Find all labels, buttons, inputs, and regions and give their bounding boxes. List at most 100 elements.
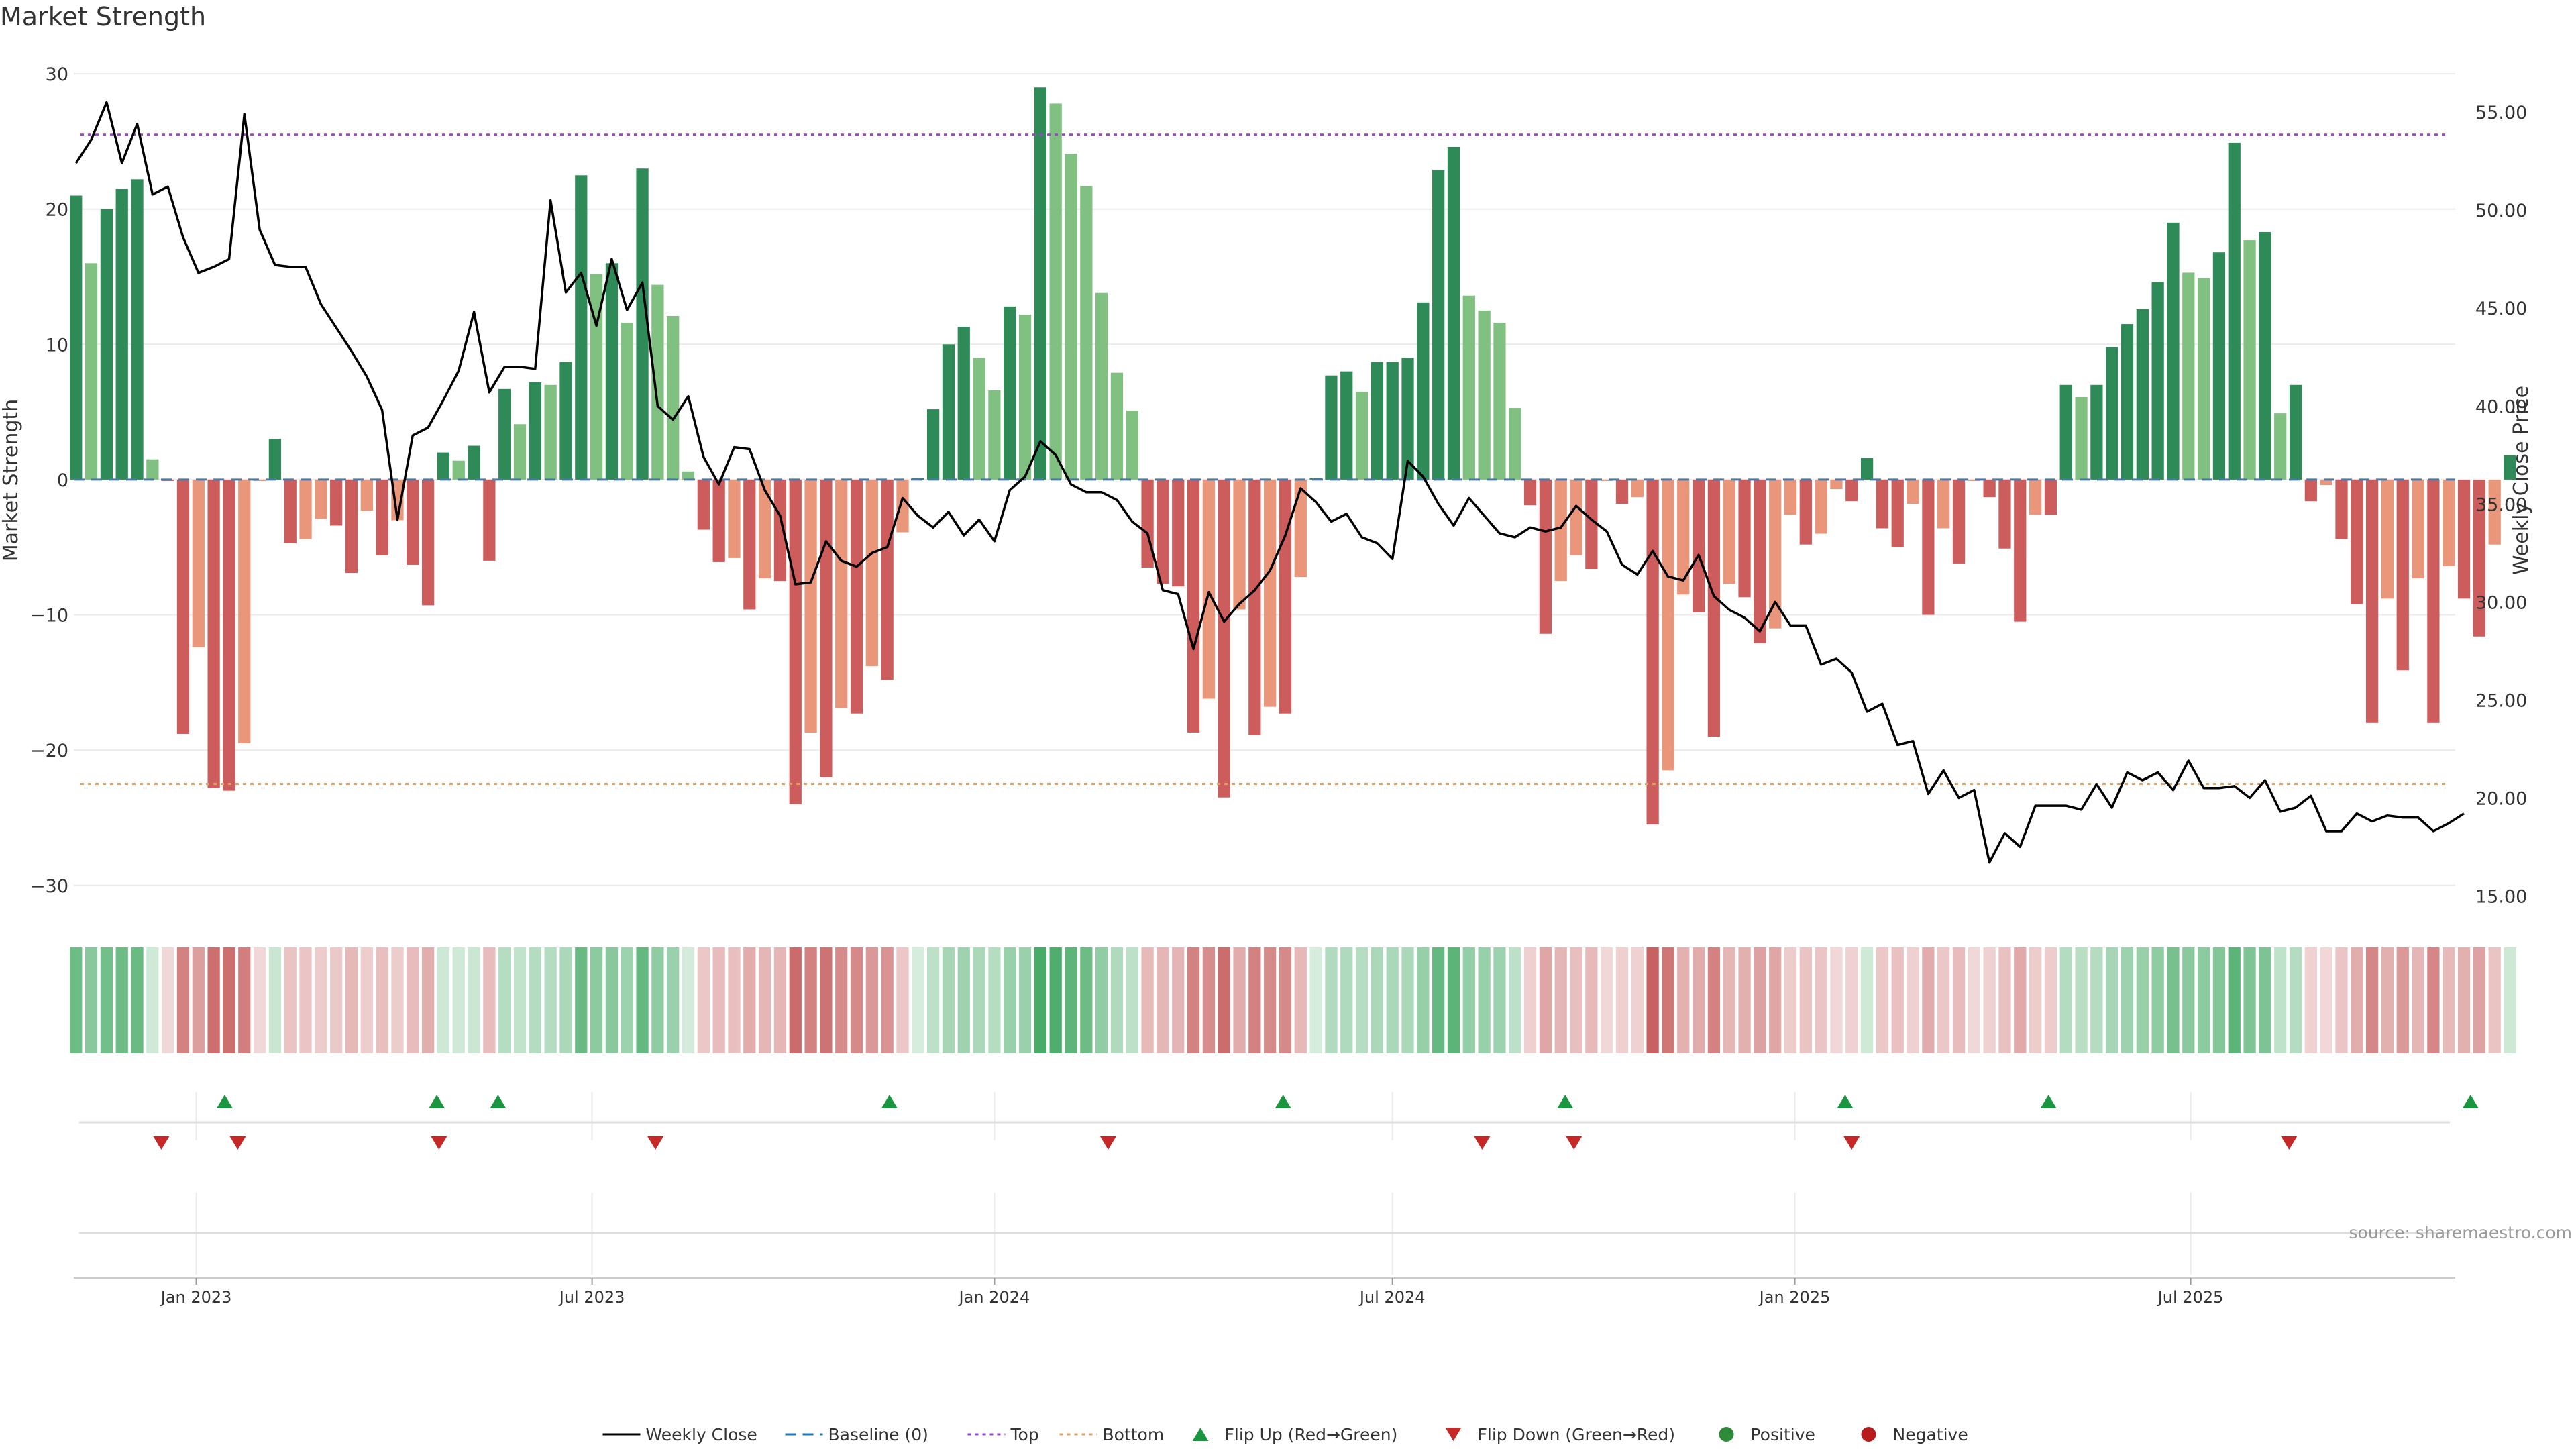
- strip-cell: [682, 947, 695, 1053]
- flip-down-marker: [153, 1136, 170, 1150]
- y2-tick-label: 15.00: [2475, 886, 2527, 907]
- strip-cell: [2381, 947, 2394, 1053]
- strip-cell: [70, 947, 83, 1053]
- strip-cell: [1876, 947, 1889, 1053]
- legend-symbol: [1445, 1428, 1462, 1441]
- strip-cell: [1294, 947, 1307, 1053]
- strength-bar: [1110, 372, 1124, 480]
- strip-cell: [1264, 947, 1277, 1053]
- strip-cell: [452, 947, 465, 1053]
- strength-bar: [559, 362, 572, 480]
- strength-bar: [2259, 231, 2271, 480]
- y-tick-label: 10: [46, 335, 68, 356]
- strip-cell: [1646, 947, 1659, 1053]
- strip-cell: [973, 947, 985, 1053]
- strip-cell: [820, 947, 833, 1053]
- strength-bar: [1218, 479, 1230, 798]
- strip-cell: [896, 947, 909, 1053]
- strip-cell: [1049, 947, 1062, 1053]
- strength-bar: [804, 479, 817, 733]
- strength-bar: [2289, 384, 2302, 480]
- strip-cell: [1004, 947, 1016, 1053]
- strength-bar: [1509, 408, 1521, 480]
- x-tick-label: Jul 2024: [1358, 1288, 1426, 1307]
- strip-cell: [605, 947, 619, 1053]
- strip-cell: [1065, 947, 1077, 1053]
- strip-cell: [1279, 947, 1292, 1053]
- strip-cell: [1754, 947, 1766, 1053]
- flip-down-marker: [2281, 1136, 2298, 1150]
- flip-up-marker: [216, 1095, 233, 1108]
- strength-bar: [1523, 479, 1537, 506]
- x-axis: Jan 2023 Jul 2023 Jan 2024 Jul 2024 Jan 2025…: [74, 1277, 2455, 1307]
- strength-bar: [1570, 479, 1582, 555]
- strip-cell: [712, 947, 725, 1053]
- strength-bar: [1601, 479, 1613, 481]
- strength-bar: [1907, 479, 1919, 504]
- strip-cell: [1662, 947, 1674, 1053]
- strip-cell: [881, 947, 894, 1053]
- strength-bar: [330, 479, 343, 526]
- strength-bar: [1447, 146, 1460, 480]
- strength-bar: [1830, 479, 1843, 490]
- strength-bar: [1723, 479, 1735, 584]
- strip-cell: [1432, 947, 1445, 1053]
- strip-cell: [1325, 947, 1338, 1053]
- strength-bar: [942, 344, 955, 480]
- strip-cell: [1998, 947, 2011, 1053]
- strength-bar: [85, 263, 98, 480]
- strength-bar: [315, 479, 327, 519]
- strength-bar: [2457, 479, 2471, 599]
- strength-bar: [590, 274, 603, 480]
- strip-cell: [315, 947, 327, 1053]
- y2-tick-label: 45.00: [2475, 299, 2527, 319]
- strip-cell: [2136, 947, 2149, 1053]
- strength-bar: [789, 479, 802, 804]
- y2-axis-label: Weekly Close Price: [2510, 386, 2533, 575]
- strip-cell: [2443, 947, 2455, 1053]
- strip-cell: [2075, 947, 2088, 1053]
- strength-bar: [1891, 479, 1904, 547]
- strip-cell: [2259, 947, 2271, 1053]
- strength-bar: [2304, 479, 2317, 502]
- flip-up-marker: [429, 1095, 445, 1108]
- strip-cell: [1692, 947, 1705, 1053]
- strip-cell: [1601, 947, 1613, 1053]
- strip-cell: [590, 947, 603, 1053]
- strength-bar: [2182, 272, 2195, 480]
- strip-cell: [421, 947, 435, 1053]
- strength-bar: [1922, 479, 1935, 615]
- strip-cell: [146, 947, 159, 1053]
- strength-bar: [360, 479, 373, 511]
- strip-cell: [207, 947, 220, 1053]
- strip-cell: [1478, 947, 1491, 1053]
- strip-cell: [162, 947, 174, 1053]
- strip-cell: [1891, 947, 1904, 1053]
- strength-bar: [1539, 479, 1552, 634]
- strip-cell: [957, 947, 970, 1053]
- legend-label: Bottom: [1103, 1425, 1165, 1444]
- strip-cell: [131, 947, 144, 1053]
- strength-bar: [1340, 371, 1353, 480]
- strip-cell: [544, 947, 557, 1053]
- strength-bar: [1018, 314, 1032, 480]
- strip-cell: [1417, 947, 1430, 1053]
- strip-cell: [1187, 947, 1200, 1053]
- strength-bar: [1662, 479, 1674, 771]
- strength-bar: [2488, 479, 2501, 545]
- strength-bar: [697, 479, 710, 530]
- strip-cell: [360, 947, 373, 1053]
- strip-cell: [1110, 947, 1124, 1053]
- strength-bar: [1355, 391, 1368, 480]
- strip-cell: [1707, 947, 1721, 1053]
- strip-cell: [2059, 947, 2072, 1053]
- strength-bar: [758, 479, 771, 579]
- strength-bar: [1952, 479, 1966, 564]
- strip-cell: [2473, 947, 2485, 1053]
- strip-cell: [1233, 947, 1246, 1053]
- strip-cell: [835, 947, 848, 1053]
- strength-bar: [1294, 479, 1307, 578]
- strength-bar: [284, 479, 297, 543]
- strip-cell: [2427, 947, 2440, 1053]
